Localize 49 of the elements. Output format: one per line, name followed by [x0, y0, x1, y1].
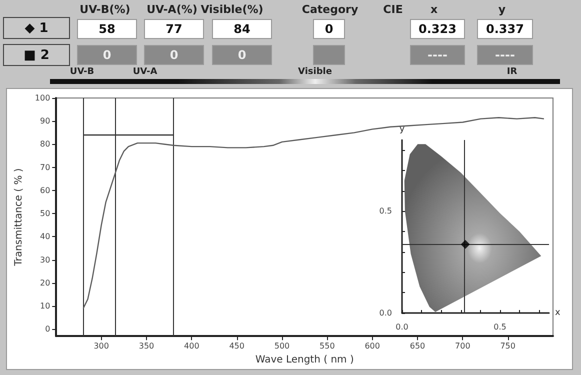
text: y	[498, 3, 506, 16]
text: CIE	[383, 3, 403, 16]
button: ■ 2	[3, 44, 70, 66]
text-field: ----	[477, 45, 533, 65]
text: Visible	[298, 67, 332, 77]
text-field: 0	[212, 45, 272, 65]
text-field: 77	[144, 19, 204, 39]
text-field: 0	[144, 45, 204, 65]
x-tick-label: 500	[274, 342, 290, 351]
x-tick-label: 300	[94, 342, 109, 351]
text-field: 58	[77, 19, 137, 39]
y-tick-label: 40	[40, 232, 50, 242]
y-axis-title: Transmittance ( % )	[14, 168, 24, 267]
x-tick-label: 600	[364, 342, 380, 351]
button: ◆ 1	[3, 17, 70, 39]
text-field: 84	[212, 19, 272, 39]
y-tick-label: 50	[40, 209, 50, 218]
text-field: 0.337	[477, 19, 533, 39]
text-field: 0	[77, 45, 137, 65]
x-tick-label: 650	[410, 342, 426, 351]
y-tick-label: 70	[40, 162, 50, 172]
x-tick-label: 750	[500, 342, 516, 351]
y-tick-label: 60	[40, 186, 50, 195]
text: Visible(%)	[200, 3, 264, 16]
text: UV-A	[132, 67, 158, 77]
x-axis-title: x	[555, 308, 561, 318]
y-tick-label: 100	[34, 94, 50, 102]
text: UV-B(%)	[80, 3, 130, 16]
text: UV-B	[70, 67, 94, 77]
text: IR	[506, 67, 518, 77]
text: UV-A(%)	[146, 3, 198, 16]
y-axis-title: y	[399, 124, 406, 134]
text-field: ----	[410, 45, 465, 65]
x-axis-title: Wave Length ( nm )	[255, 354, 354, 366]
y-tick-label: 30	[40, 255, 50, 264]
y-tick-label: 90	[40, 116, 50, 126]
x-tick-label: 400	[184, 342, 200, 351]
y-tick-label: 20	[40, 278, 50, 288]
y-tick-label: 80	[40, 140, 50, 149]
y-tick-label: 10	[40, 302, 50, 311]
text: Category	[302, 3, 358, 16]
y-tick-label: 0	[45, 324, 50, 334]
text-field: 0	[313, 19, 345, 39]
x-tick-label: 700	[455, 342, 470, 351]
text-field: 0.323	[410, 19, 465, 39]
x-tick-label: 350	[138, 342, 154, 351]
x-tick-label: 550	[320, 342, 335, 351]
x-tick-label: 450	[229, 342, 244, 351]
text: x	[430, 3, 438, 16]
